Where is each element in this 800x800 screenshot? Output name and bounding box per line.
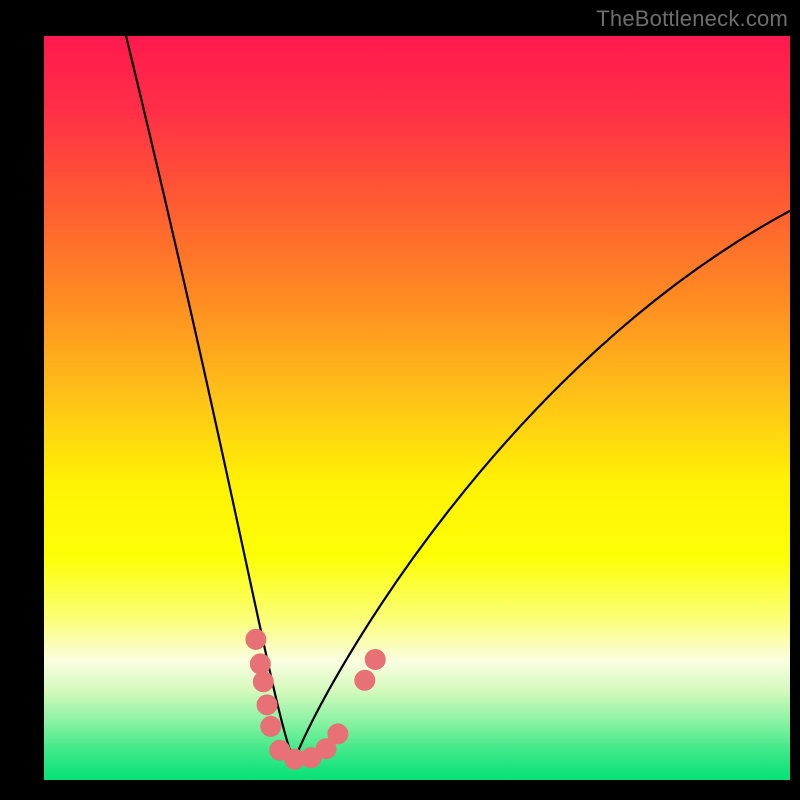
data-marker <box>328 724 348 744</box>
plot-background <box>44 36 790 780</box>
watermark-text: TheBottleneck.com <box>596 6 788 32</box>
data-marker <box>253 672 273 692</box>
data-marker <box>355 670 375 690</box>
data-marker <box>365 649 385 669</box>
data-marker <box>246 629 266 649</box>
data-marker <box>250 654 270 674</box>
data-marker <box>257 695 277 715</box>
data-marker <box>261 716 281 736</box>
bottleneck-chart <box>0 0 800 800</box>
